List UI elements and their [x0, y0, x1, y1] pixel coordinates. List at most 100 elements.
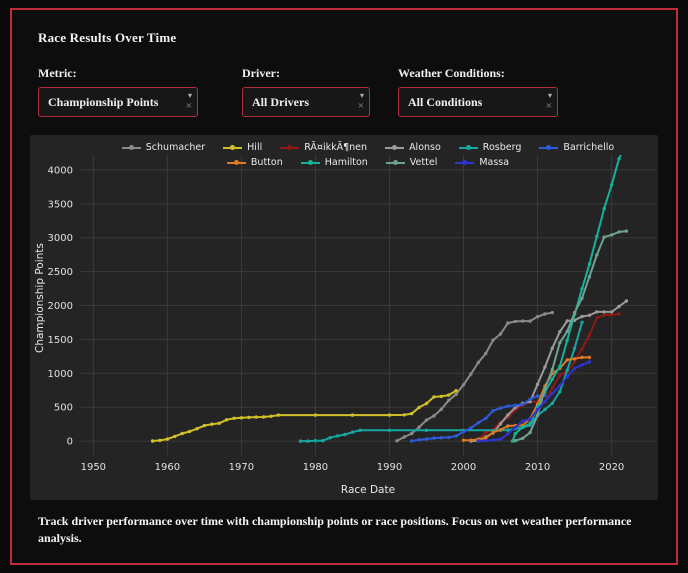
series-marker	[558, 330, 562, 334]
y-tick-label: 0	[67, 437, 73, 448]
series-marker	[247, 415, 251, 420]
legend-item[interactable]: Alonso	[385, 142, 441, 153]
clear-icon[interactable]: ×	[185, 100, 192, 112]
series-marker	[410, 439, 414, 443]
legend-item[interactable]: Schumacher	[121, 142, 206, 153]
series-marker	[513, 425, 517, 430]
series-marker	[432, 414, 436, 418]
series-marker	[506, 413, 510, 417]
series-marker	[402, 413, 406, 417]
series-marker	[484, 351, 488, 356]
caret-down-icon[interactable]: ▾	[547, 91, 552, 100]
legend-item[interactable]: Button	[226, 157, 283, 168]
caret-down-icon[interactable]: ▾	[187, 91, 192, 100]
weather-dropdown[interactable]: All Conditions ▾ ×	[398, 87, 558, 117]
series-marker	[550, 377, 554, 381]
legend-marker-dot	[546, 145, 552, 150]
series-marker	[254, 415, 258, 419]
series-marker	[535, 394, 540, 398]
legend-label: Barrichello	[563, 142, 615, 153]
series-marker	[550, 310, 554, 315]
weather-control: Weather Conditions: All Conditions ▾ ×	[398, 66, 558, 117]
series-line-massa[interactable]	[478, 361, 590, 442]
legend-label: Schumacher	[145, 142, 206, 153]
series-marker	[550, 391, 554, 396]
series-marker	[476, 360, 480, 365]
y-tick-label: 1500	[48, 335, 73, 346]
series-marker	[402, 435, 406, 439]
legend-item[interactable]: Rosberg	[458, 142, 521, 153]
series-marker	[454, 389, 458, 393]
series-marker	[276, 413, 281, 417]
legend-marker-dot	[307, 160, 313, 165]
legend-label: RÃ¤ikkÃ¶nen	[304, 142, 368, 153]
series-marker	[572, 310, 577, 315]
chart-legend: Schumacher Hill RÃ¤ikkÃ¶nen Alonso Rosberg Ba…	[80, 142, 656, 168]
chart-svg[interactable]: 1950 1960 1970 1980 1990 2000 2010 2020 0 500 1000…	[30, 135, 658, 500]
series-marker	[476, 439, 480, 443]
clear-icon[interactable]: ×	[357, 100, 364, 112]
series-line-hamilton[interactable]	[511, 143, 626, 442]
series-line-rosberg[interactable]	[300, 322, 583, 443]
legend-item[interactable]: Vettel	[385, 157, 437, 168]
legend-line-swatch	[226, 160, 246, 165]
series-line-rikknen[interactable]	[470, 313, 620, 442]
legend-marker-dot	[233, 160, 239, 165]
legend-row: Schumacher Hill RÃ¤ikkÃ¶nen Alonso Rosberg Ba…	[121, 142, 614, 153]
series-marker	[535, 382, 540, 387]
series-marker	[565, 358, 569, 362]
legend-marker-dot	[128, 145, 134, 150]
series-marker	[565, 338, 569, 343]
legend-item[interactable]: Barrichello	[539, 142, 614, 153]
x-tick-label: 1970	[229, 462, 254, 473]
series-marker	[587, 275, 592, 279]
series-marker	[498, 406, 503, 410]
series-marker	[580, 347, 584, 351]
series-marker	[484, 439, 488, 443]
series-marker	[350, 430, 355, 434]
series-marker	[417, 438, 421, 442]
series-marker	[498, 332, 503, 336]
series-line-button[interactable]	[463, 356, 590, 442]
legend-item[interactable]: Massa	[455, 157, 509, 168]
weather-dropdown-controls: ▾ ×	[542, 92, 552, 112]
series-marker	[587, 313, 592, 317]
series-marker	[158, 438, 162, 443]
series-marker	[491, 338, 495, 342]
series-marker	[580, 320, 584, 324]
series-marker	[454, 392, 458, 396]
series-marker	[484, 436, 488, 440]
series-marker	[417, 405, 421, 410]
driver-dropdown-controls: ▾ ×	[354, 92, 364, 112]
legend-label: Button	[250, 157, 283, 168]
series-marker	[484, 416, 488, 421]
series-marker	[506, 424, 510, 428]
series-marker	[261, 415, 266, 419]
chart-description: Track driver performance over time with …	[38, 514, 632, 546]
series-marker	[528, 430, 532, 435]
series-marker	[432, 436, 436, 440]
series-marker	[239, 416, 244, 420]
series-marker	[447, 393, 451, 397]
metric-dropdown[interactable]: Championship Points ▾ ×	[38, 87, 198, 117]
series-marker	[580, 355, 584, 360]
series-marker	[595, 310, 599, 314]
caret-down-icon[interactable]: ▾	[359, 91, 364, 100]
legend-item[interactable]: RÃ¤ikkÃ¶nen	[280, 142, 367, 153]
series-line-alonso[interactable]	[470, 300, 627, 443]
series-marker	[350, 413, 355, 417]
series-marker	[484, 431, 488, 435]
series-marker	[550, 386, 554, 390]
driver-dropdown[interactable]: All Drivers ▾ ×	[242, 87, 370, 117]
x-tick-label: 1990	[377, 462, 402, 473]
series-line-vettel[interactable]	[514, 230, 627, 442]
legend-line-swatch	[300, 160, 320, 165]
series-line-schumacher[interactable]	[396, 311, 553, 442]
y-tick-label: 500	[54, 403, 73, 414]
legend-item[interactable]: Hill	[223, 142, 262, 153]
series-marker	[528, 422, 532, 426]
legend-item[interactable]: Hamilton	[300, 157, 368, 168]
legend-marker-dot	[462, 160, 468, 165]
clear-icon[interactable]: ×	[545, 100, 552, 112]
series-marker	[461, 438, 466, 442]
